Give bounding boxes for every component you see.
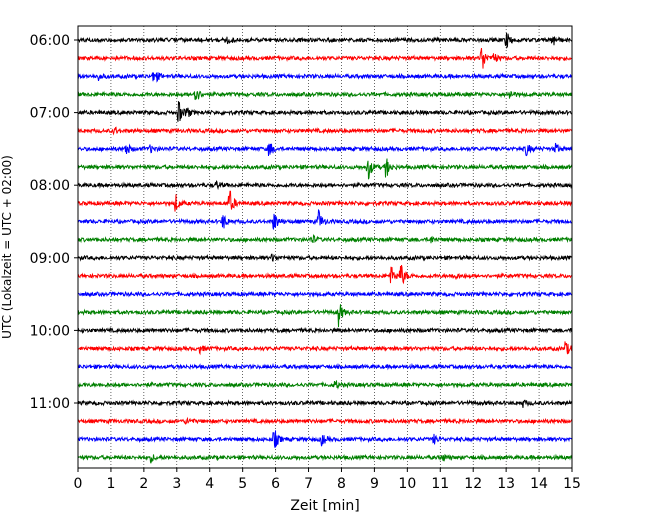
x-axis-label: Zeit [min] bbox=[290, 498, 359, 514]
y-tick-label: 06:00 bbox=[30, 33, 70, 49]
trace-line-0645 bbox=[77, 90, 573, 101]
x-tick-label: 8 bbox=[337, 476, 346, 492]
trace-line-0700 bbox=[77, 101, 573, 122]
x-tick-label: 7 bbox=[304, 476, 313, 492]
trace-group bbox=[77, 32, 573, 464]
plot-frame bbox=[77, 25, 573, 469]
trace-line-0930 bbox=[77, 290, 573, 298]
trace-line-1030 bbox=[77, 362, 573, 371]
y-tick-label: 08:00 bbox=[30, 178, 70, 194]
trace-line-0745 bbox=[77, 158, 573, 180]
trace-line-0830 bbox=[77, 208, 573, 230]
y-tick-label: 10:00 bbox=[30, 323, 70, 339]
y-axis-label: UTC (Lokalzeit = UTC + 02:00) bbox=[0, 155, 14, 339]
trace-line-1145 bbox=[77, 453, 573, 464]
x-tick-label: 2 bbox=[139, 476, 148, 492]
x-tick-label: 13 bbox=[497, 476, 515, 492]
x-tick-label: 12 bbox=[464, 476, 482, 492]
x-axis: 0 1 2 3 4 5 6 7 8 9 10 11 12 13 14 15 bbox=[74, 468, 581, 492]
x-tick-label: 0 bbox=[74, 476, 83, 492]
trace-line-1100 bbox=[77, 399, 573, 408]
x-tick-label: 14 bbox=[530, 476, 548, 492]
x-tick-label: 5 bbox=[238, 476, 247, 492]
x-tick-label: 9 bbox=[370, 476, 379, 492]
y-tick-label: 11:00 bbox=[30, 396, 70, 412]
trace-line-0715 bbox=[77, 126, 573, 136]
trace-line-1130 bbox=[77, 430, 573, 448]
trace-line-0730 bbox=[77, 142, 573, 157]
x-tick-label: 3 bbox=[172, 476, 181, 492]
trace-line-0915 bbox=[77, 264, 573, 285]
trace-line-1000 bbox=[77, 326, 573, 335]
x-tick-label: 11 bbox=[431, 476, 449, 492]
x-tick-label: 15 bbox=[563, 476, 581, 492]
x-tick-label: 10 bbox=[398, 476, 416, 492]
x-tick-label: 4 bbox=[205, 476, 214, 492]
trace-line-0945 bbox=[77, 304, 573, 328]
trace-line-1045 bbox=[77, 380, 573, 390]
trace-line-1015 bbox=[77, 341, 573, 356]
trace-line-0900 bbox=[77, 253, 573, 262]
trace-line-0815 bbox=[77, 190, 573, 212]
plot-background bbox=[78, 26, 572, 468]
trace-line-1115 bbox=[77, 416, 573, 425]
y-axis: 06:00 07:00 08:00 09:00 10:00 11:00 bbox=[30, 33, 78, 412]
y-tick-label: 07:00 bbox=[30, 106, 70, 122]
trace-line-0845 bbox=[77, 233, 573, 244]
trace-line-0615 bbox=[77, 47, 573, 69]
trace-line-0600 bbox=[77, 32, 573, 50]
x-tick-label: 1 bbox=[106, 476, 115, 492]
trace-line-0800 bbox=[77, 179, 573, 191]
trace-line-0630 bbox=[77, 72, 573, 83]
x-tick-label: 6 bbox=[271, 476, 280, 492]
y-tick-label: 09:00 bbox=[30, 251, 70, 267]
